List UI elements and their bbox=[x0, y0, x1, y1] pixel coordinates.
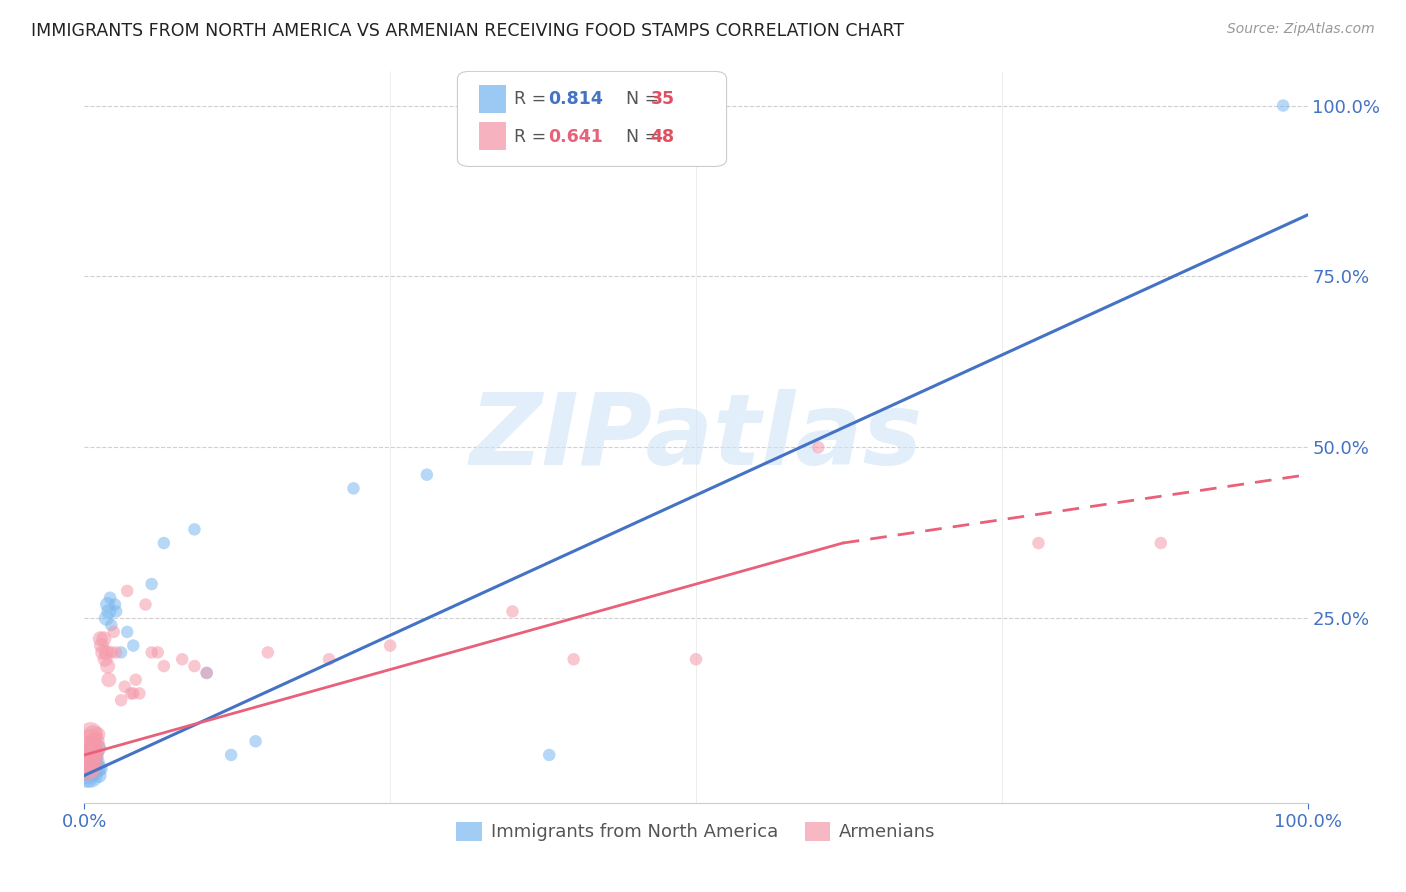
Bar bbox=[479, 86, 506, 113]
Point bbox=[80, 762, 103, 776]
Point bbox=[86, 741, 108, 756]
Point bbox=[115, 583, 138, 598]
Text: Source: ZipAtlas.com: Source: ZipAtlas.com bbox=[1227, 22, 1375, 37]
Point bbox=[80, 747, 103, 762]
Point bbox=[114, 680, 136, 694]
Point bbox=[79, 755, 101, 769]
Point bbox=[110, 693, 132, 707]
Bar bbox=[479, 122, 506, 150]
Point bbox=[86, 741, 108, 756]
Point bbox=[153, 659, 176, 673]
Point bbox=[122, 639, 145, 653]
Point bbox=[97, 673, 120, 687]
Point bbox=[87, 727, 110, 741]
Point bbox=[1150, 536, 1173, 550]
Point bbox=[1272, 98, 1295, 112]
Point bbox=[94, 652, 117, 666]
Point bbox=[562, 652, 585, 666]
Point bbox=[86, 762, 108, 776]
Point bbox=[77, 765, 100, 780]
Point bbox=[183, 659, 205, 673]
Point bbox=[153, 536, 176, 550]
Point bbox=[87, 768, 110, 782]
Point bbox=[79, 755, 101, 769]
Point bbox=[125, 673, 148, 687]
Point bbox=[146, 645, 169, 659]
Point bbox=[82, 741, 104, 756]
Point bbox=[257, 645, 280, 659]
Point bbox=[77, 741, 100, 756]
Text: N =: N = bbox=[616, 90, 665, 108]
Point bbox=[83, 747, 105, 762]
Point bbox=[135, 598, 157, 612]
Point bbox=[110, 645, 132, 659]
Point bbox=[103, 624, 125, 639]
Text: R =: R = bbox=[513, 128, 551, 146]
Point bbox=[1028, 536, 1050, 550]
Point bbox=[115, 624, 138, 639]
Point bbox=[80, 747, 103, 762]
Point bbox=[342, 481, 364, 495]
Point bbox=[141, 645, 163, 659]
Point bbox=[807, 440, 830, 454]
Point bbox=[120, 686, 142, 700]
Point bbox=[105, 645, 128, 659]
Point bbox=[77, 747, 100, 762]
Point bbox=[97, 604, 120, 618]
Point bbox=[82, 741, 104, 756]
Legend: Immigrants from North America, Armenians: Immigrants from North America, Armenians bbox=[449, 814, 943, 848]
Point bbox=[82, 755, 104, 769]
Point bbox=[83, 747, 105, 762]
Text: 0.814: 0.814 bbox=[548, 90, 603, 108]
Point bbox=[128, 686, 150, 700]
Point bbox=[90, 639, 112, 653]
Point bbox=[380, 639, 402, 653]
Point bbox=[77, 762, 100, 776]
Point bbox=[80, 762, 103, 776]
Point bbox=[122, 686, 145, 700]
Text: 0.641: 0.641 bbox=[548, 128, 603, 146]
Point bbox=[502, 604, 524, 618]
Point bbox=[183, 522, 205, 536]
FancyBboxPatch shape bbox=[457, 71, 727, 167]
Text: N =: N = bbox=[616, 128, 665, 146]
Point bbox=[195, 665, 218, 680]
Point bbox=[93, 632, 115, 646]
Point bbox=[82, 727, 104, 741]
Point bbox=[76, 762, 98, 776]
Point bbox=[97, 659, 120, 673]
Text: 48: 48 bbox=[651, 128, 675, 146]
Point bbox=[97, 598, 120, 612]
Point bbox=[89, 762, 111, 776]
Point bbox=[195, 665, 218, 680]
Point bbox=[79, 727, 101, 741]
Point bbox=[105, 604, 128, 618]
Text: 35: 35 bbox=[651, 90, 675, 108]
Text: IMMIGRANTS FROM NORTH AMERICA VS ARMENIAN RECEIVING FOOD STAMPS CORRELATION CHAR: IMMIGRANTS FROM NORTH AMERICA VS ARMENIA… bbox=[31, 22, 904, 40]
Point bbox=[318, 652, 340, 666]
Point bbox=[89, 632, 111, 646]
Point bbox=[100, 645, 122, 659]
Point bbox=[219, 747, 242, 762]
Point bbox=[79, 768, 101, 782]
Point bbox=[77, 755, 100, 769]
Point bbox=[96, 611, 118, 625]
Point bbox=[538, 747, 561, 762]
Point bbox=[685, 652, 707, 666]
Point bbox=[172, 652, 194, 666]
Point bbox=[76, 768, 98, 782]
Point bbox=[84, 734, 107, 748]
Point bbox=[84, 755, 107, 769]
Point bbox=[100, 618, 122, 632]
Point bbox=[96, 645, 118, 659]
Text: ZIPatlas: ZIPatlas bbox=[470, 389, 922, 485]
Point bbox=[91, 645, 114, 659]
Text: R =: R = bbox=[513, 90, 551, 108]
Point bbox=[77, 734, 100, 748]
Point bbox=[104, 598, 127, 612]
Point bbox=[245, 734, 267, 748]
Point bbox=[141, 577, 163, 591]
Point bbox=[416, 467, 439, 482]
Point bbox=[98, 591, 121, 605]
